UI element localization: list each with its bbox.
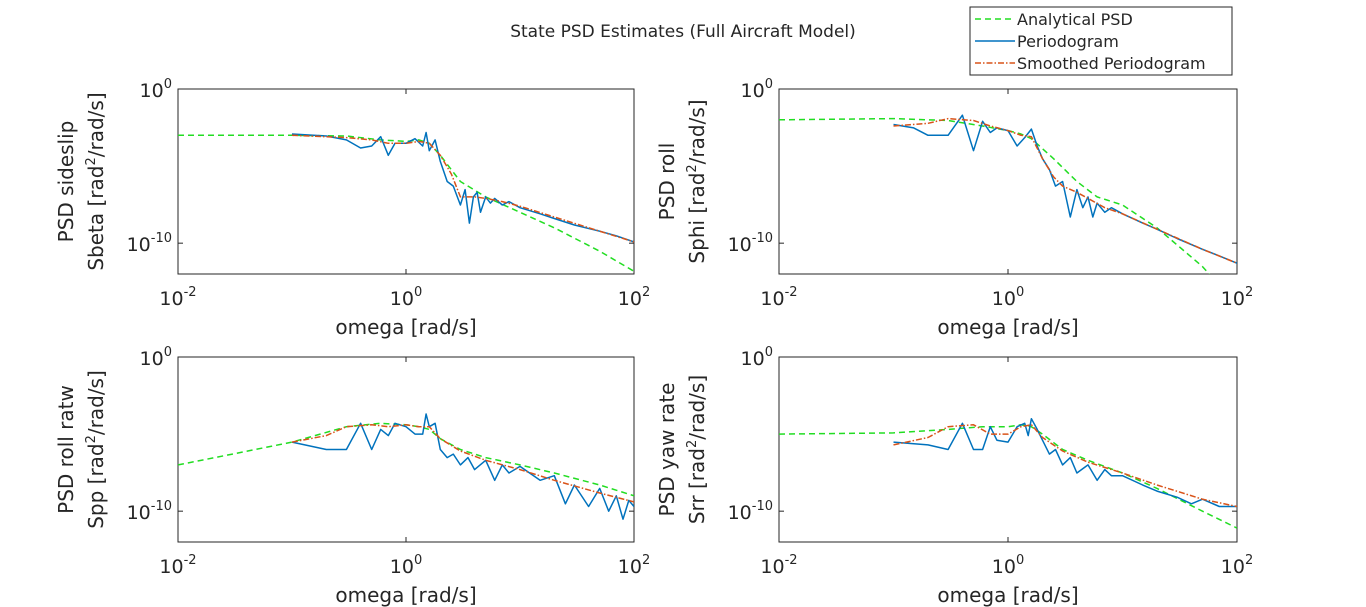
series-line-smoothed-periodogram <box>291 424 634 503</box>
y-tick-label: 10-10 <box>127 231 172 256</box>
x-tick-label: 102 <box>1221 285 1253 310</box>
series-line-periodogram <box>291 413 634 520</box>
y-axis-label-line2: Sbeta [rad2/rad/s] <box>84 92 108 270</box>
subplot-4: 10-2 100 102 100 10-10 omega [rad/s] PSD yaw r… <box>655 345 1253 607</box>
series-group <box>779 114 1237 274</box>
x-tick-label: 100 <box>992 285 1024 310</box>
y-tick-label: 100 <box>741 345 773 370</box>
y-axis-label-line2: Spp [rad2/rad/s] <box>84 370 108 529</box>
figure-title: State PSD Estimates (Full Aircraft Model… <box>510 22 856 42</box>
y-axis-label-line1: PSD roll ratw <box>54 385 78 514</box>
x-tick-label: 10-2 <box>760 553 797 578</box>
axes-box <box>778 356 1238 543</box>
axes-box <box>177 356 635 543</box>
subplot-1: 10-2 100 102 100 10-10 omega [rad/s] PSD sides… <box>54 77 650 339</box>
y-tick-label: 100 <box>140 77 172 102</box>
series-group <box>779 417 1237 529</box>
axes-box <box>778 88 1238 275</box>
y-axis-label-line1: PSD sideslip <box>54 121 78 243</box>
series-line-analytical-psd <box>779 117 1211 274</box>
x-tick-label: 100 <box>992 553 1024 578</box>
x-axis-label: omega [rad/s] <box>937 315 1078 339</box>
x-tick-label: 102 <box>618 285 650 310</box>
y-tick-label: 10-10 <box>127 499 172 524</box>
x-axis-label: omega [rad/s] <box>335 583 476 607</box>
x-axis-label: omega [rad/s] <box>335 315 476 339</box>
x-tick-label: 102 <box>618 553 650 578</box>
subplot-3: 10-2 100 102 100 10-10 omega [rad/s] PSD roll … <box>54 345 650 607</box>
x-tick-label: 10-2 <box>159 285 196 310</box>
series-line-periodogram <box>291 131 634 243</box>
subplot-grid: 10-2 100 102 100 10-10 omega [rad/s] PSD sides… <box>54 77 1253 607</box>
series-line-smoothed-periodogram <box>291 134 634 243</box>
x-tick-label: 102 <box>1221 553 1253 578</box>
x-axis-label: omega [rad/s] <box>937 583 1078 607</box>
series-line-smoothed-periodogram <box>893 117 1237 264</box>
series-line-analytical-psd <box>178 422 634 497</box>
y-axis-label-line1: PSD yaw rate <box>655 383 679 517</box>
y-tick-label: 100 <box>741 77 773 102</box>
legend-label-smoothed: Smoothed Periodogram <box>1017 54 1206 73</box>
y-axis-label-line2: Srr [rad2/rad/s] <box>685 375 709 524</box>
y-axis-label-line1: PSD roll <box>655 143 679 221</box>
subplot-2: 10-2 100 102 100 10-10 omega [rad/s] PSD roll S… <box>655 77 1253 339</box>
x-tick-label: 10-2 <box>760 285 797 310</box>
series-group <box>178 413 634 520</box>
series-line-smoothed-periodogram <box>893 424 1237 508</box>
y-axis-label-line2: Sphi [rad2/rad/s] <box>685 99 709 263</box>
legend-label-analytical: Analytical PSD <box>1017 10 1133 29</box>
y-tick-label: 10-10 <box>728 231 773 256</box>
legend: Analytical PSD Periodogram Smoothed Peri… <box>969 6 1233 76</box>
y-tick-label: 10-10 <box>728 499 773 524</box>
x-tick-label: 10-2 <box>159 553 196 578</box>
x-tick-label: 100 <box>390 285 422 310</box>
legend-label-periodogram: Periodogram <box>1017 32 1119 51</box>
axes-box <box>177 88 635 275</box>
x-tick-label: 100 <box>390 553 422 578</box>
y-tick-label: 100 <box>140 345 172 370</box>
series-group <box>178 131 634 272</box>
series-line-periodogram <box>893 417 1237 508</box>
series-line-analytical-psd <box>779 424 1237 529</box>
